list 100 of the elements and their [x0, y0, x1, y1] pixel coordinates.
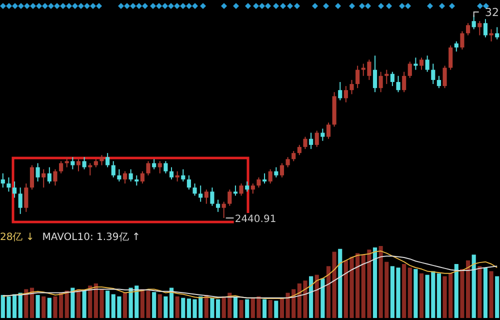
- candlestick: [117, 168, 122, 182]
- bar: [326, 266, 331, 318]
- candlestick: [134, 174, 139, 186]
- bar: [314, 274, 319, 318]
- candlestick: [338, 81, 342, 101]
- bar: [30, 288, 34, 318]
- candlestick: [460, 30, 464, 50]
- candlestick: [268, 168, 272, 184]
- candlestick: [106, 152, 110, 168]
- candlestick: [466, 22, 470, 36]
- bar: [18, 292, 22, 318]
- bar: [408, 268, 412, 318]
- candlestick: [472, 14, 476, 30]
- candlestick: [309, 132, 314, 150]
- candlestick: [303, 136, 308, 150]
- candlestick: [436, 75, 441, 89]
- candlestick: [53, 168, 58, 186]
- bar: [402, 264, 406, 318]
- bar: [122, 292, 128, 318]
- candlestick: [320, 128, 325, 142]
- candlestick: [82, 156, 86, 170]
- bar: [274, 300, 278, 318]
- bar: [495, 276, 500, 318]
- candlestick: [181, 168, 186, 182]
- bar: [204, 294, 208, 318]
- candlestick: [384, 69, 389, 85]
- bar: [466, 260, 470, 318]
- candlestick: [314, 130, 319, 148]
- candlestick: [216, 199, 220, 212]
- candlestick: [356, 65, 360, 89]
- candlestick: [344, 86, 348, 103]
- bar: [181, 298, 186, 318]
- candlestick: [198, 185, 203, 202]
- candlestick: [152, 158, 156, 170]
- bar: [372, 247, 378, 318]
- bar: [320, 278, 325, 318]
- candlestick: [146, 160, 150, 176]
- candlestick: [286, 156, 290, 168]
- bar: [76, 289, 81, 318]
- bar: [42, 296, 46, 318]
- candlestick: [454, 40, 458, 52]
- candlestick: [88, 162, 92, 176]
- candlestick: [228, 189, 232, 206]
- bar: [233, 296, 238, 318]
- bar: [280, 298, 284, 318]
- candlestick: [489, 28, 494, 42]
- bar: [82, 290, 86, 318]
- candlestick: [495, 26, 500, 40]
- candlestick: [100, 154, 104, 166]
- bar: [489, 271, 494, 318]
- candlestick: [24, 182, 28, 212]
- candlestick: [350, 79, 354, 95]
- bar: [454, 264, 458, 318]
- bar: [245, 299, 250, 318]
- candlestick: [402, 71, 406, 93]
- candlestick: [292, 150, 296, 162]
- candlestick: [396, 75, 400, 93]
- bar: [169, 288, 174, 318]
- candlestick: [122, 170, 128, 184]
- candlestick: [250, 182, 255, 194]
- candlestick: [425, 55, 430, 72]
- candlestick: [483, 18, 488, 38]
- bar: [262, 299, 267, 318]
- candlestick: [64, 156, 69, 168]
- candlestick: [256, 176, 261, 188]
- bar: [47, 298, 52, 318]
- candlestick: [175, 170, 180, 182]
- candlestick: [204, 189, 208, 204]
- bar: [164, 296, 168, 318]
- candlestick: [111, 160, 116, 178]
- bar: [472, 254, 476, 318]
- candlestick: [297, 144, 302, 156]
- candlestick: [164, 160, 168, 174]
- candlestick: [378, 71, 383, 93]
- candlestick: [47, 166, 52, 184]
- annotation: 32: [485, 6, 499, 19]
- candlestick: [140, 170, 144, 184]
- candlestick: [448, 44, 453, 70]
- candlestick: [408, 61, 412, 78]
- bar: [332, 252, 336, 318]
- candlestick: [192, 182, 197, 196]
- candlestick: [0, 172, 5, 188]
- bar: [419, 273, 424, 318]
- candlestick: [30, 164, 34, 190]
- bar: [36, 294, 40, 318]
- bar: [436, 273, 441, 318]
- candlestick: [262, 172, 267, 184]
- bar: [460, 269, 464, 318]
- text: MAVOL10: 1.39亿 ↑: [42, 232, 140, 243]
- candlestick: [158, 160, 162, 174]
- bar: [478, 266, 482, 318]
- candlestick: [42, 168, 46, 188]
- bar: [106, 290, 110, 318]
- candlestick: [431, 63, 436, 85]
- text: 28亿 ↓: [0, 232, 34, 243]
- candlestick: [442, 65, 447, 89]
- candlestick: [419, 57, 424, 70]
- candlestick: [36, 162, 40, 182]
- bar: [268, 300, 272, 318]
- bar: [64, 290, 69, 318]
